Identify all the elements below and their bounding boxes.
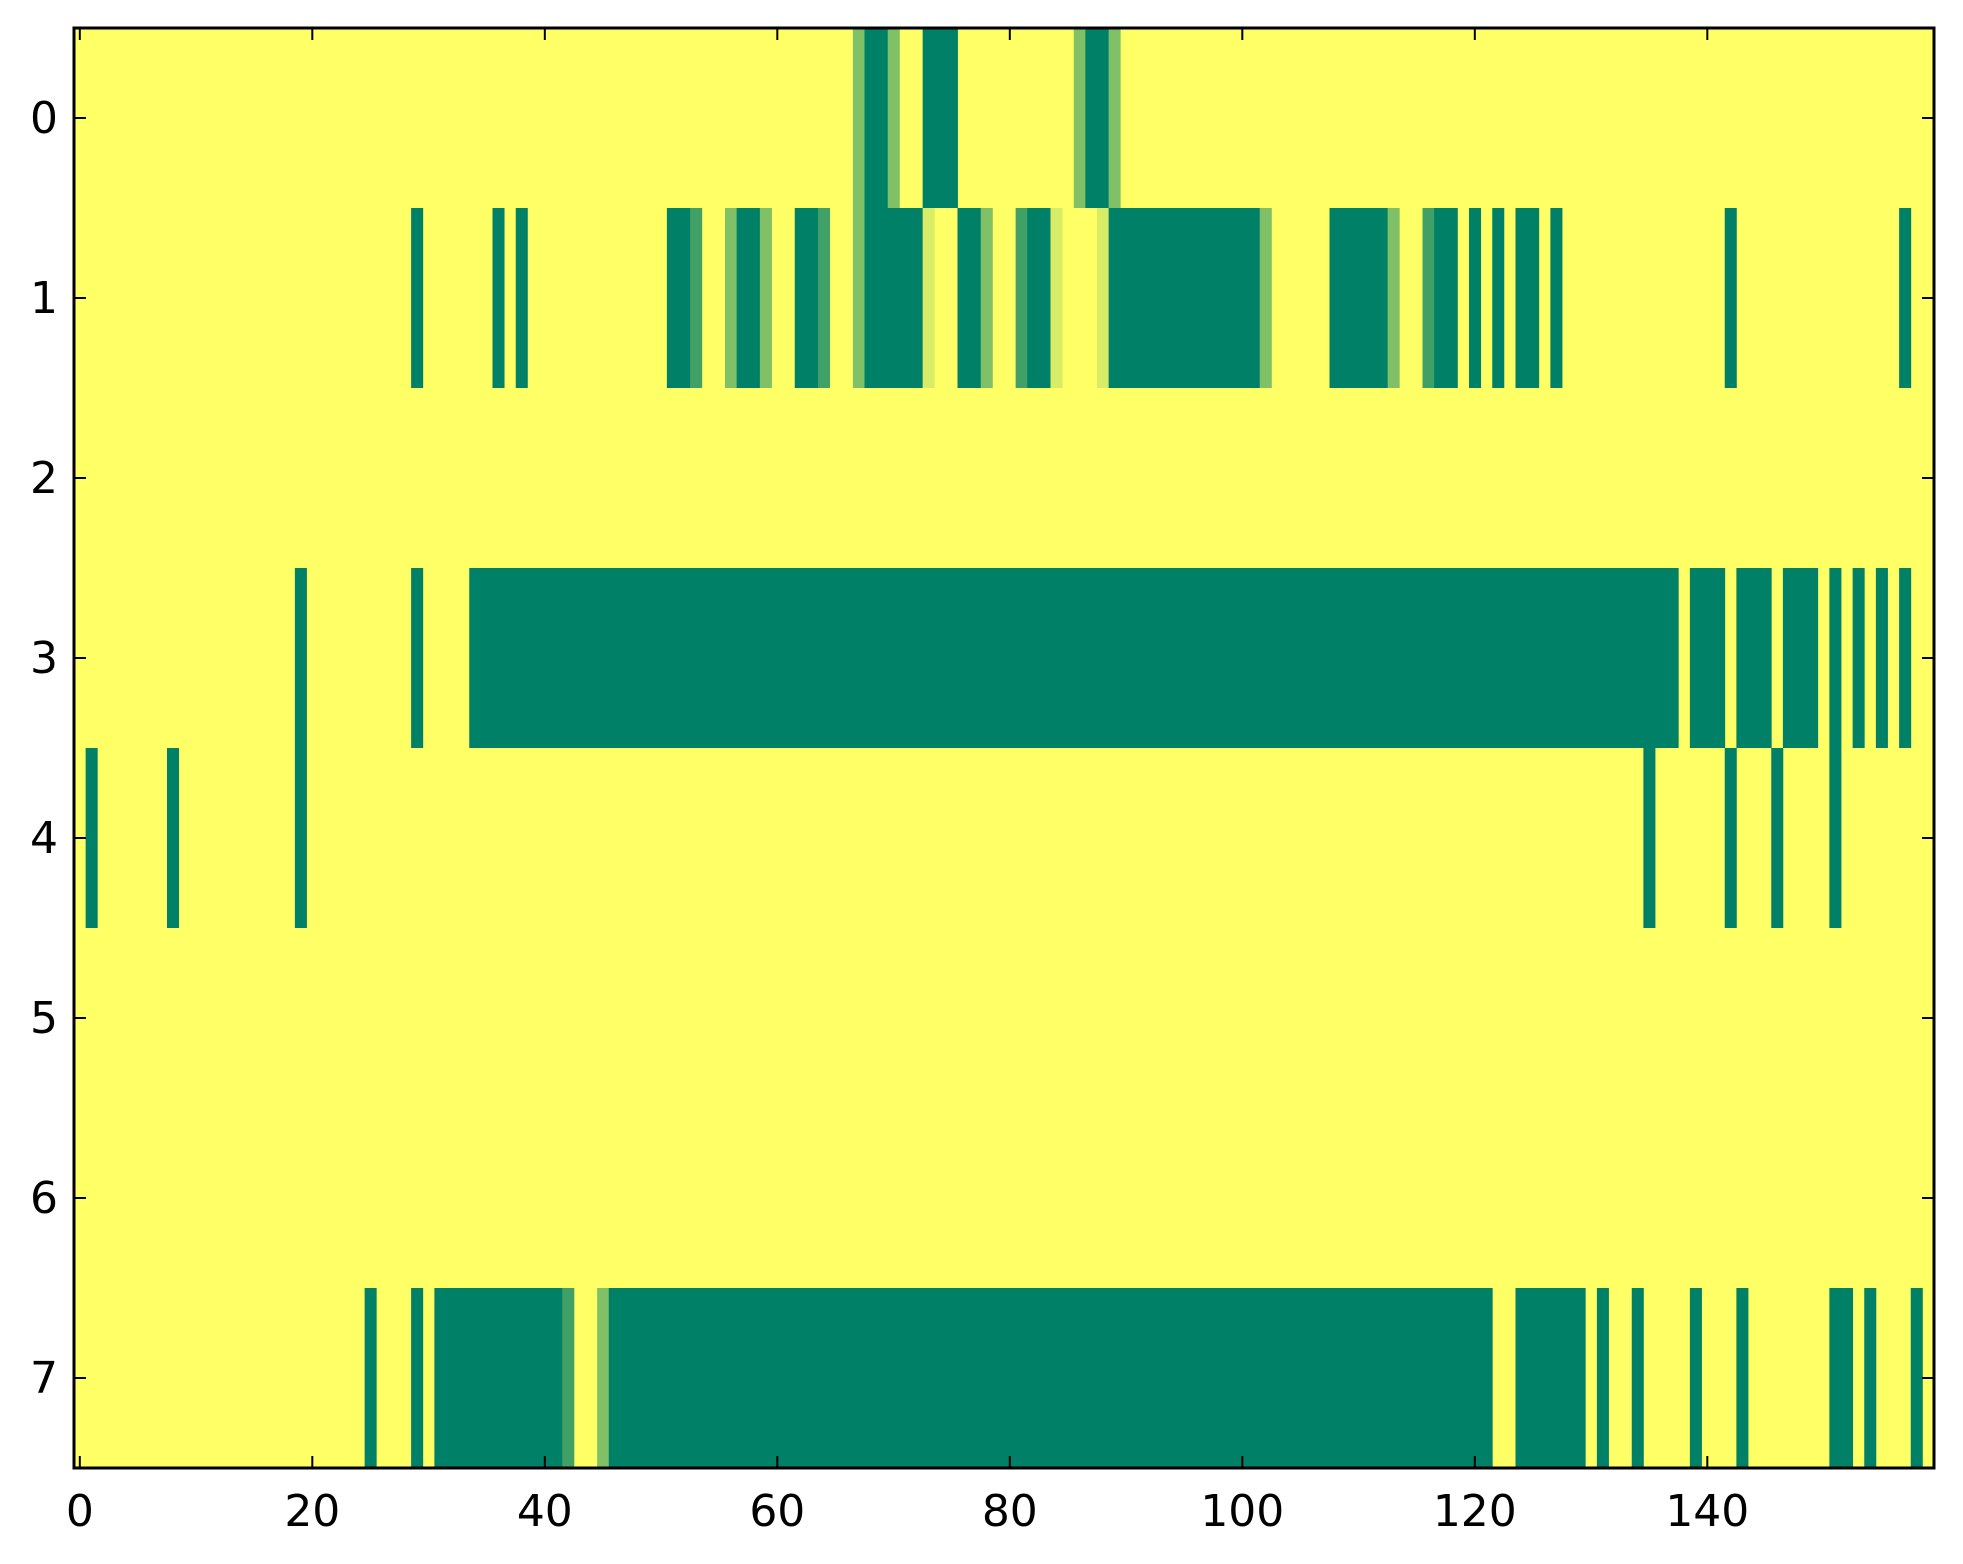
- heatmap-cell: [1864, 1288, 1877, 1468]
- heatmap-cell: [1027, 208, 1051, 388]
- heatmap-cell: [852, 28, 865, 208]
- heatmap-cell: [864, 28, 889, 208]
- heatmap-cell: [725, 208, 738, 388]
- heatmap-cell: [492, 208, 505, 388]
- y-tick-label: 4: [30, 813, 58, 864]
- heatmap-cell: [957, 208, 982, 388]
- x-tick-label: 60: [749, 1486, 805, 1537]
- heatmap-cell: [1596, 1288, 1609, 1468]
- x-tick-label: 140: [1665, 1486, 1749, 1537]
- y-tick-label: 7: [30, 1353, 58, 1404]
- heatmap-cell: [1073, 28, 1086, 208]
- heatmap-cell: [1108, 208, 1261, 388]
- heatmap-cell: [411, 1288, 424, 1468]
- plot-frame: [72, 26, 1936, 1470]
- heatmap-cell: [1050, 208, 1063, 388]
- heatmap-cells: [74, 28, 1934, 1468]
- heatmap-cell: [1422, 208, 1435, 388]
- heatmap-cell: [1829, 1288, 1854, 1468]
- heatmap-cell: [1329, 208, 1389, 388]
- axis-ticks: [74, 28, 1934, 1468]
- heatmap-cell: [736, 208, 761, 388]
- x-tick-label: 120: [1433, 1486, 1517, 1537]
- heatmap-cell: [922, 208, 935, 388]
- heatmap-cell: [85, 748, 98, 928]
- heatmap-cell: [1085, 28, 1110, 208]
- heatmap-cell: [666, 208, 691, 388]
- heatmap-cell: [1771, 748, 1784, 928]
- heatmap-cell: [597, 1288, 610, 1468]
- x-tick-label: 40: [517, 1486, 573, 1537]
- x-tick-label: 100: [1200, 1486, 1284, 1537]
- heatmap-cell: [1515, 1288, 1586, 1468]
- heatmap-cell: [469, 568, 1679, 748]
- heatmap-cell: [818, 208, 831, 388]
- heatmap-cell: [1875, 568, 1888, 748]
- y-tick-label: 2: [30, 453, 58, 504]
- heatmap-cell: [1643, 748, 1656, 928]
- heatmap-cell: [411, 208, 424, 388]
- heatmap-cell: [980, 208, 993, 388]
- heatmap-cell: [690, 208, 703, 388]
- heatmap-cell: [294, 748, 307, 928]
- heatmap-cell: [364, 1288, 377, 1468]
- heatmap-cell: [1469, 208, 1482, 388]
- heatmap-cell: [1724, 748, 1737, 928]
- heatmap-cell: [1631, 1288, 1644, 1468]
- y-tick-label: 1: [30, 273, 58, 324]
- heatmap-cell: [1899, 208, 1912, 388]
- heatmap-cell: [1550, 208, 1563, 388]
- y-tick-label: 3: [30, 633, 58, 684]
- x-tick-label: 20: [284, 1486, 340, 1537]
- y-tick-label: 5: [30, 993, 58, 1044]
- heatmap-cell: [1910, 1288, 1923, 1468]
- heatmap-cell: [1689, 1288, 1702, 1468]
- heatmap-cell: [1736, 1288, 1749, 1468]
- x-tick-label: 80: [982, 1486, 1038, 1537]
- heatmap-cell: [759, 208, 772, 388]
- heatmap-cell: [1515, 208, 1540, 388]
- heatmap-cell: [1724, 208, 1737, 388]
- heatmap-cell: [864, 208, 924, 388]
- heatmap-cell: [1829, 568, 1842, 748]
- heatmap-cell: [167, 748, 180, 928]
- heatmap-cell: [852, 208, 865, 388]
- heatmap-cell: [411, 568, 424, 748]
- x-tick-label: 0: [66, 1486, 94, 1537]
- heatmap-cell: [608, 1288, 1493, 1468]
- heatmap-cell: [1492, 208, 1505, 388]
- heatmap-cell: [562, 1288, 575, 1468]
- heatmap-cell: [1097, 208, 1110, 388]
- heatmap-cell: [1259, 208, 1272, 388]
- x-axis-tick-labels: 0 20 40 60 80 100 120 140: [66, 1486, 1749, 1537]
- heatmap-cell: [1829, 748, 1842, 928]
- heatmap-cell: [515, 208, 528, 388]
- y-tick-label: 6: [30, 1173, 58, 1224]
- heatmap-cell: [1015, 208, 1028, 388]
- heatmap-cell: [294, 568, 307, 748]
- heatmap-cell: [1387, 208, 1400, 388]
- heatmap-cell: [1736, 568, 1772, 748]
- y-axis-tick-labels: 0 1 2 3 4 5 6 7: [30, 93, 58, 1404]
- heatmap-cell: [1852, 568, 1865, 748]
- heatmap-cell: [1689, 568, 1726, 748]
- heatmap-cell: [1434, 208, 1458, 388]
- heatmap-cell: [922, 28, 958, 208]
- heatmap-cell: [1899, 568, 1912, 748]
- heatmap-cell: [794, 208, 819, 388]
- heatmap-cell: [1108, 28, 1121, 208]
- y-tick-label: 0: [30, 93, 58, 144]
- heatmap-cell: [887, 28, 900, 208]
- heatmap-cell: [1782, 568, 1819, 748]
- heatmap-cell: [434, 1288, 563, 1468]
